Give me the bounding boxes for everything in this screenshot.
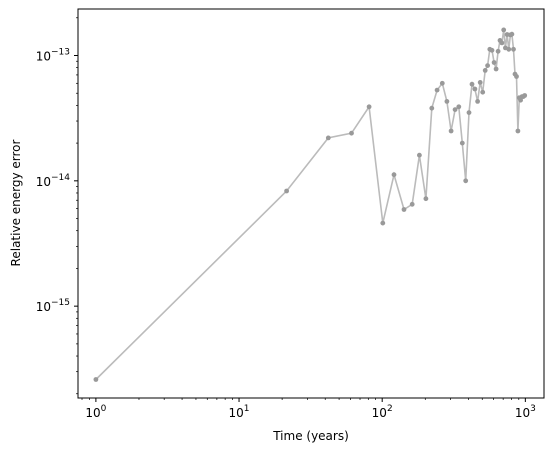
data-point [506, 46, 512, 52]
data-point [429, 105, 435, 111]
data-point [380, 220, 386, 226]
data-point [472, 86, 478, 92]
y-tick-label: 10−13 [36, 48, 70, 64]
x-axis-ticks: 100 101 102 103 [81, 398, 536, 420]
data-point [349, 130, 354, 136]
data-point [499, 40, 505, 46]
data-point [522, 93, 528, 98]
data-point [284, 188, 289, 194]
data-point [434, 87, 440, 93]
data-point [391, 172, 397, 178]
data-point [439, 80, 445, 86]
plot-area: 100 101 102 103 10−15 10−14 10−13 [36, 8, 545, 420]
data-point [485, 63, 490, 68]
data-point [93, 377, 99, 382]
data-point [417, 152, 422, 158]
data-point [511, 46, 516, 52]
data-point [463, 178, 469, 184]
data-point [469, 81, 475, 87]
data-point [501, 27, 507, 33]
data-point [475, 99, 480, 104]
data-point [409, 201, 415, 207]
data-point [452, 107, 458, 112]
data-point [491, 60, 497, 65]
data-point [480, 89, 486, 95]
data-point [448, 128, 454, 134]
series-markers [93, 27, 528, 382]
x-axis-label: Time (years) [272, 429, 349, 443]
data-point [459, 140, 465, 146]
y-tick-label: 10−15 [36, 298, 70, 314]
data-point [423, 196, 429, 202]
plot-frame [77, 8, 545, 399]
data-point [401, 207, 407, 212]
y-axis-label: Relative energy error [9, 139, 23, 266]
series-line [95, 29, 526, 381]
data-point [515, 128, 521, 134]
data-point [482, 68, 488, 73]
data-point [466, 110, 472, 115]
data-point [509, 31, 515, 37]
x-tick-label: 100 [85, 404, 106, 420]
data-point [325, 135, 331, 141]
data-point [518, 97, 523, 103]
data-point [456, 104, 462, 110]
data-point [366, 104, 372, 110]
y-tick-label: 10−14 [36, 173, 71, 189]
y-axis-ticks: 10−15 10−14 10−13 [36, 17, 78, 395]
data-point [514, 74, 519, 79]
x-tick-label: 101 [229, 404, 250, 420]
data-point [489, 47, 495, 53]
data-point [495, 48, 501, 54]
data-point [444, 99, 450, 104]
data-point [493, 66, 499, 72]
x-tick-label: 103 [515, 404, 536, 420]
data-point [477, 80, 483, 85]
x-tick-label: 102 [372, 404, 393, 420]
